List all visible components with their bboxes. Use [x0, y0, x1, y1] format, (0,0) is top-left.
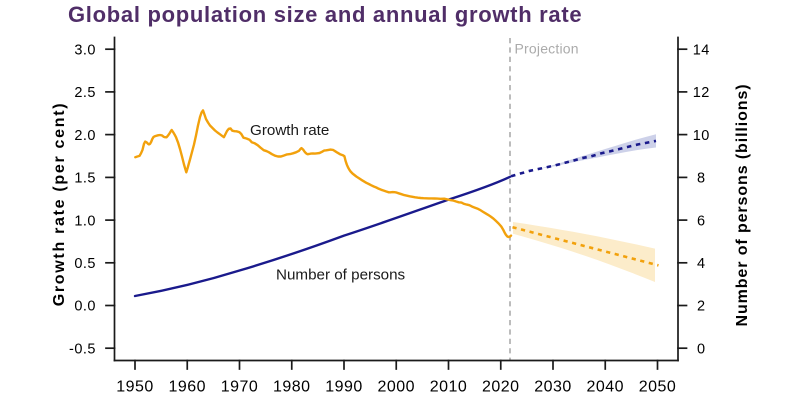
svg-text:Number of persons: Number of persons: [276, 267, 406, 284]
svg-text:1960: 1960: [168, 379, 206, 396]
svg-text:14: 14: [693, 42, 710, 58]
svg-text:2030: 2030: [534, 379, 572, 396]
svg-text:0.0: 0.0: [74, 299, 96, 315]
svg-text:Number of persons (billions): Number of persons (billions): [734, 84, 751, 327]
svg-text:Projection: Projection: [515, 40, 579, 56]
svg-text:Growth rate (per cent): Growth rate (per cent): [51, 102, 68, 307]
svg-text:Global population size and ann: Global population size and annual growth…: [68, 2, 582, 27]
svg-text:1.0: 1.0: [74, 213, 96, 229]
svg-text:12: 12: [693, 85, 710, 101]
svg-text:2.0: 2.0: [74, 128, 96, 144]
svg-text:Growth rate: Growth rate: [250, 122, 329, 139]
svg-text:0: 0: [697, 341, 706, 357]
svg-text:3.0: 3.0: [74, 42, 96, 58]
svg-text:2.5: 2.5: [74, 85, 96, 101]
svg-text:2: 2: [697, 299, 706, 315]
svg-text:1990: 1990: [325, 379, 363, 396]
svg-text:1970: 1970: [221, 379, 259, 396]
svg-text:0.5: 0.5: [74, 256, 96, 272]
svg-text:1950: 1950: [116, 379, 154, 396]
svg-text:1.5: 1.5: [74, 171, 96, 187]
svg-text:2010: 2010: [430, 379, 468, 396]
svg-text:1980: 1980: [273, 379, 311, 396]
svg-text:8: 8: [697, 171, 706, 187]
svg-text:2020: 2020: [482, 379, 520, 396]
svg-text:6: 6: [697, 213, 706, 229]
svg-text:4: 4: [697, 256, 706, 272]
svg-text:2000: 2000: [377, 379, 415, 396]
svg-text:-0.5: -0.5: [69, 341, 96, 357]
svg-text:2040: 2040: [586, 379, 624, 396]
svg-text:2050: 2050: [639, 379, 677, 396]
svg-text:10: 10: [693, 128, 710, 144]
